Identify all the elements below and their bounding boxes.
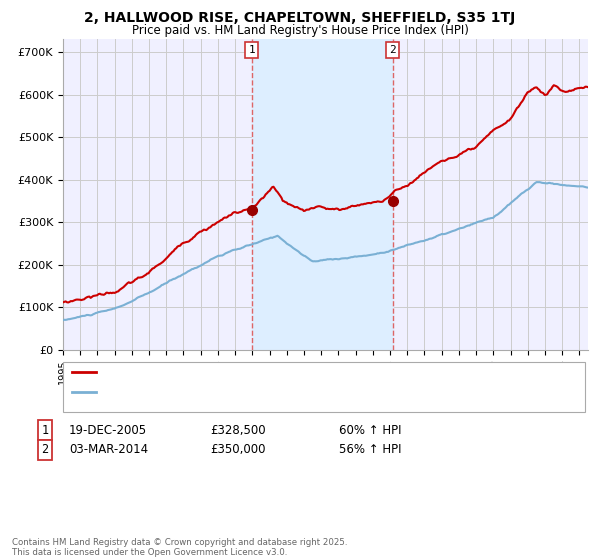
Text: 60% ↑ HPI: 60% ↑ HPI bbox=[339, 423, 401, 437]
Text: 2: 2 bbox=[41, 443, 49, 456]
Text: £328,500: £328,500 bbox=[210, 423, 266, 437]
Text: Contains HM Land Registry data © Crown copyright and database right 2025.
This d: Contains HM Land Registry data © Crown c… bbox=[12, 538, 347, 557]
Text: £350,000: £350,000 bbox=[210, 443, 265, 456]
Bar bbox=[251, 39, 393, 350]
Text: 2: 2 bbox=[389, 45, 397, 55]
Text: 19-DEC-2005: 19-DEC-2005 bbox=[69, 423, 147, 437]
Text: 1: 1 bbox=[41, 423, 49, 437]
Text: 03-MAR-2014: 03-MAR-2014 bbox=[69, 443, 148, 456]
Text: HPI: Average price, detached house, Sheffield: HPI: Average price, detached house, Shef… bbox=[102, 387, 341, 397]
Text: 1: 1 bbox=[248, 45, 255, 55]
Text: 56% ↑ HPI: 56% ↑ HPI bbox=[339, 443, 401, 456]
Text: Price paid vs. HM Land Registry's House Price Index (HPI): Price paid vs. HM Land Registry's House … bbox=[131, 24, 469, 36]
Text: 2, HALLWOOD RISE, CHAPELTOWN, SHEFFIELD, S35 1TJ: 2, HALLWOOD RISE, CHAPELTOWN, SHEFFIELD,… bbox=[85, 11, 515, 25]
Text: 2, HALLWOOD RISE, CHAPELTOWN, SHEFFIELD, S35 1TJ (detached house): 2, HALLWOOD RISE, CHAPELTOWN, SHEFFIELD,… bbox=[102, 367, 484, 377]
